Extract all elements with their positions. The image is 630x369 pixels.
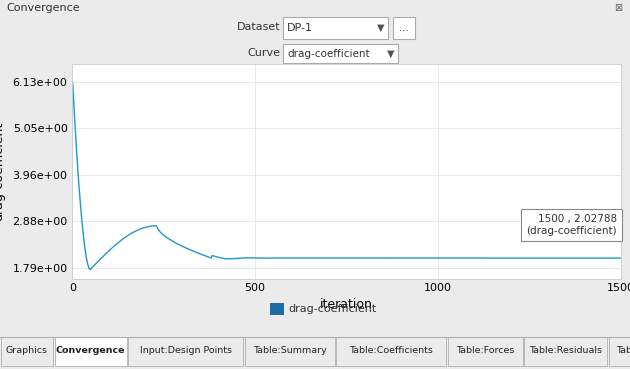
Text: Table:Residuals: Table:Residuals [529,346,602,355]
Text: ▼: ▼ [387,49,395,59]
Text: DP-1: DP-1 [287,23,313,33]
Text: Input:Design Points: Input:Design Points [139,346,231,355]
Text: Dataset: Dataset [236,22,280,32]
FancyBboxPatch shape [336,337,446,366]
FancyBboxPatch shape [1,337,53,366]
Text: Curve: Curve [247,48,280,58]
Text: drag-coefficient: drag-coefficient [287,49,370,59]
FancyBboxPatch shape [244,337,335,366]
Text: ...: ... [399,23,410,33]
FancyBboxPatch shape [609,337,630,366]
Text: ⊠: ⊠ [614,3,622,13]
FancyBboxPatch shape [283,17,388,38]
Text: Table:Custom Outputs: Table:Custom Outputs [616,346,630,355]
X-axis label: iteration: iteration [320,298,373,311]
FancyBboxPatch shape [447,337,522,366]
Text: Graphics: Graphics [6,346,48,355]
FancyBboxPatch shape [524,337,607,366]
Text: Table:Forces: Table:Forces [456,346,514,355]
Text: 1500 , 2.02788
(drag-coefficient): 1500 , 2.02788 (drag-coefficient) [526,214,617,236]
FancyBboxPatch shape [283,44,398,63]
Y-axis label: drag-coefficient: drag-coefficient [0,122,6,221]
FancyBboxPatch shape [393,17,415,38]
FancyBboxPatch shape [55,337,127,366]
Text: Convergence: Convergence [6,3,79,13]
Text: Table:Summary: Table:Summary [253,346,326,355]
Text: ▼: ▼ [377,23,385,33]
Text: drag-coefficient: drag-coefficient [288,304,376,314]
Text: Convergence: Convergence [55,346,125,355]
FancyBboxPatch shape [270,303,284,315]
FancyBboxPatch shape [128,337,243,366]
Text: Table:Coefficients: Table:Coefficients [349,346,433,355]
